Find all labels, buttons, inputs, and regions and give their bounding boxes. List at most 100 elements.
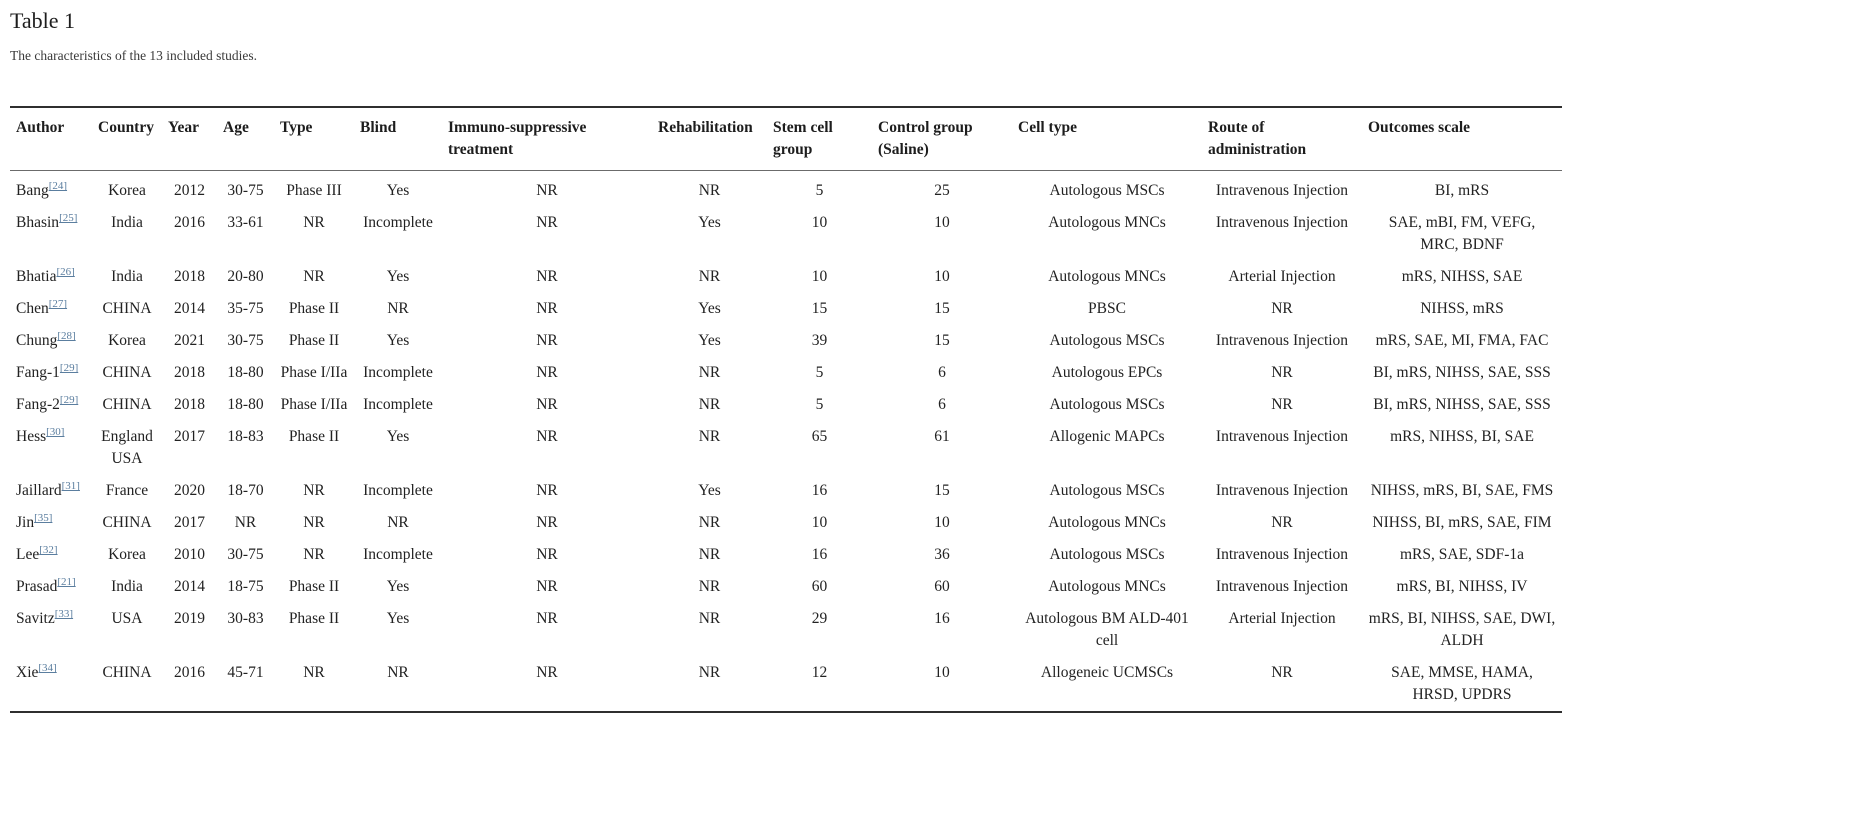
- reference-link[interactable]: [30]: [46, 425, 65, 438]
- cell-year: 2014: [174, 300, 205, 317]
- cell-stem-cell-group: 15: [811, 300, 828, 317]
- cell-outcomes-scale: BI, mRS: [1434, 182, 1490, 199]
- cell-country: CHINA: [102, 514, 152, 531]
- column-header-immuno-suppressive-treatment: Immuno-suppressive treatment: [442, 107, 652, 171]
- cell-author: Jin[35]: [10, 507, 92, 539]
- table-row: Jin[35] CHINA 2017 NR NR NR NR NR 10 10 Autologous…: [10, 507, 1562, 539]
- cell-author: Jaillard[31]: [10, 475, 92, 507]
- cell-rehabilitation: NR: [698, 578, 721, 595]
- cell-stem-cell-group: 5: [815, 182, 824, 199]
- cell-age: 18-75: [227, 578, 264, 595]
- reference-link[interactable]: [21]: [57, 575, 76, 588]
- cell-age: NR: [234, 514, 257, 531]
- cell-cell-type: PBSC: [1088, 300, 1126, 317]
- reference-link[interactable]: [27]: [48, 297, 68, 310]
- reference-link[interactable]: [25]: [59, 211, 78, 224]
- reference-superscript: [33]: [55, 608, 73, 620]
- reference-superscript: [24]: [49, 180, 67, 192]
- column-header-cell-type: Cell type: [1012, 107, 1202, 171]
- cell-type: NR: [303, 482, 325, 499]
- cell-immuno-suppressive-treatment: NR: [536, 610, 558, 627]
- cell-country: CHINA: [102, 396, 152, 413]
- reference-link[interactable]: [31]: [61, 479, 80, 492]
- reference-link[interactable]: [26]: [56, 265, 75, 278]
- cell-outcomes-scale: NIHSS, BI, mRS, SAE, FIM: [1372, 514, 1552, 531]
- cell-blind: Yes: [386, 428, 410, 445]
- cell-cell-type: Autologous MNCs: [1048, 514, 1166, 531]
- cell-age: 18-83: [227, 428, 264, 445]
- cell-author: Hess[30]: [10, 421, 92, 475]
- reference-superscript: [28]: [57, 330, 75, 342]
- cell-year: 2018: [174, 396, 205, 413]
- cell-blind: Yes: [386, 268, 410, 285]
- cell-control-group-saline: 15: [934, 300, 950, 317]
- cell-cell-type: Autologous MSCs: [1049, 182, 1165, 199]
- cell-cell-type: Autologous BM ALD-401 cell: [1025, 610, 1189, 649]
- cell-stem-cell-group: 10: [811, 214, 828, 231]
- cell-age: 20-80: [227, 268, 264, 285]
- cell-immuno-suppressive-treatment: NR: [536, 514, 558, 531]
- cell-author: Lee[32]: [10, 539, 92, 571]
- cell-control-group-saline: 6: [938, 396, 946, 413]
- cell-outcomes-scale: mRS, NIHSS, BI, SAE: [1390, 428, 1534, 445]
- reference-link[interactable]: [28]: [57, 329, 76, 342]
- cell-country: Korea: [108, 182, 146, 199]
- column-header-author: Author: [10, 107, 92, 171]
- cell-author: Chen[27]: [10, 293, 92, 325]
- reference-link[interactable]: [24]: [48, 179, 68, 192]
- reference-link[interactable]: [33]: [54, 607, 74, 620]
- cell-country: USA: [111, 610, 143, 627]
- cell-author: Fang-1[29]: [10, 357, 92, 389]
- author-name: Bhasin: [16, 214, 60, 231]
- reference-link[interactable]: [29]: [59, 393, 79, 406]
- cell-rehabilitation: Yes: [698, 214, 721, 231]
- cell-type: Phase II: [288, 332, 340, 349]
- cell-year: 2019: [174, 610, 205, 627]
- cell-outcomes-scale: BI, mRS, NIHSS, SAE, SSS: [1373, 364, 1551, 381]
- author-name: Jaillard: [16, 482, 62, 499]
- reference-link[interactable]: [32]: [39, 543, 58, 556]
- cell-route-of-administration: Intravenous Injection: [1215, 428, 1349, 445]
- cell-rehabilitation: Yes: [698, 482, 721, 499]
- cell-stem-cell-group: 60: [811, 578, 828, 595]
- cell-cell-type: Autologous MNCs: [1048, 214, 1166, 231]
- cell-blind: Incomplete: [363, 396, 433, 413]
- table-row: Prasad[21] India 2014 18-75 Phase II Yes NR NR 6…: [10, 571, 1562, 603]
- cell-cell-type: Autologous MNCs: [1048, 268, 1166, 285]
- table-body: Bang[24] Korea 2012 30-75 Phase III Yes NR NR 5 2…: [10, 171, 1562, 713]
- cell-rehabilitation: NR: [698, 610, 721, 627]
- cell-control-group-saline: 10: [934, 268, 950, 285]
- cell-outcomes-scale: mRS, NIHSS, SAE: [1401, 268, 1523, 285]
- author-name: Savitz: [16, 610, 55, 627]
- table-row: Bhatia[26] India 2018 20-80 NR Yes NR NR 10 10 Aut…: [10, 261, 1562, 293]
- author-name: Lee: [16, 546, 40, 563]
- reference-superscript: [29]: [60, 362, 78, 374]
- cell-immuno-suppressive-treatment: NR: [536, 214, 558, 231]
- cell-control-group-saline: 10: [934, 664, 950, 681]
- cell-blind: Yes: [386, 610, 410, 627]
- cell-immuno-suppressive-treatment: NR: [536, 300, 558, 317]
- cell-type: NR: [303, 546, 325, 563]
- cell-age: 30-75: [227, 332, 264, 349]
- cell-author: Fang-2[29]: [10, 389, 92, 421]
- reference-link[interactable]: [35]: [34, 511, 53, 524]
- cell-immuno-suppressive-treatment: NR: [536, 482, 558, 499]
- cell-author: Prasad[21]: [10, 571, 92, 603]
- reference-link[interactable]: [34]: [38, 661, 57, 674]
- reference-link[interactable]: [29]: [59, 361, 79, 374]
- cell-rehabilitation: NR: [698, 396, 721, 413]
- cell-control-group-saline: 15: [934, 332, 950, 349]
- cell-age: 30-75: [227, 182, 264, 199]
- author-name: Bhatia: [16, 268, 57, 285]
- cell-cell-type: Autologous MNCs: [1048, 578, 1166, 595]
- cell-route-of-administration: Intravenous Injection: [1215, 182, 1349, 199]
- cell-age: 33-61: [227, 214, 264, 231]
- cell-immuno-suppressive-treatment: NR: [536, 578, 558, 595]
- cell-country: Korea: [108, 546, 146, 563]
- cell-year: 2020: [174, 482, 205, 499]
- cell-age: 30-75: [227, 546, 264, 563]
- cell-outcomes-scale: mRS, SAE, MI, FMA, FAC: [1375, 332, 1549, 349]
- cell-stem-cell-group: 10: [811, 514, 828, 531]
- cell-immuno-suppressive-treatment: NR: [536, 182, 558, 199]
